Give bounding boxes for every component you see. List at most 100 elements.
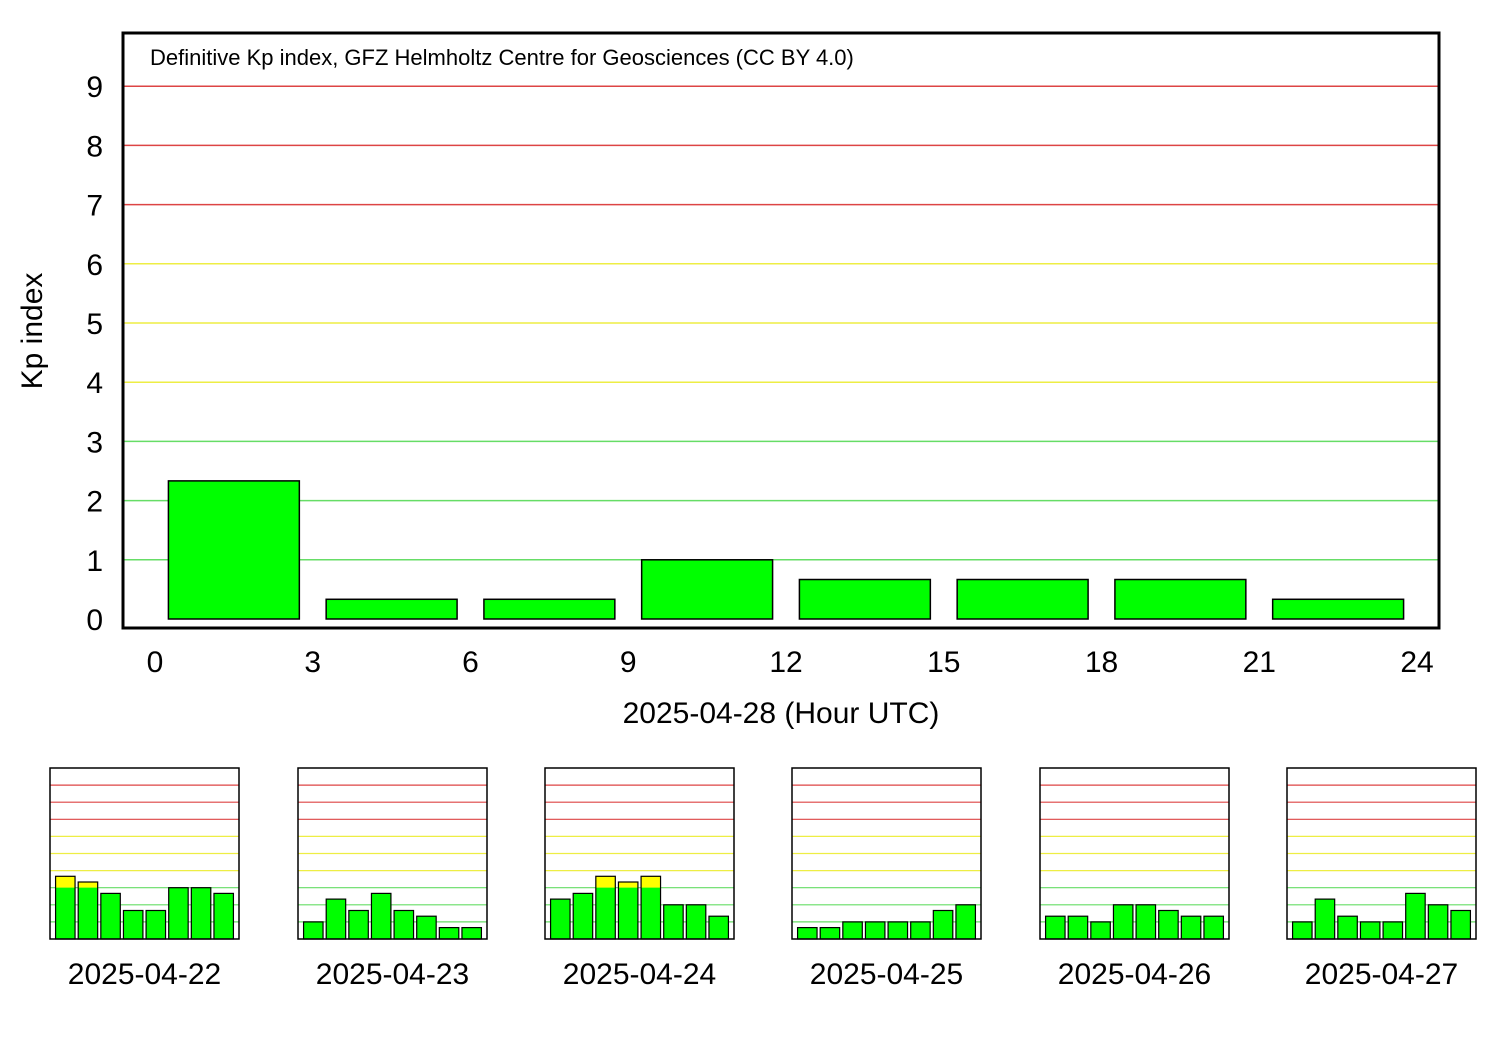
x-axis-ticks: 0 3 6 9 12 15 18 21 24 bbox=[147, 646, 1434, 679]
mini-bar-active-part bbox=[641, 876, 661, 888]
mini-bar bbox=[819, 926, 841, 940]
mini-bar bbox=[864, 921, 886, 940]
mini-bar-active-part bbox=[55, 876, 76, 888]
kp-bar bbox=[640, 559, 774, 620]
mini-bar bbox=[1112, 904, 1134, 940]
mini-bar bbox=[416, 915, 437, 940]
mini-chart-date-label: 2025-04-25 bbox=[810, 958, 963, 991]
mini-bar bbox=[213, 892, 235, 940]
mini-bar bbox=[302, 921, 324, 940]
mini-plot-frame bbox=[49, 767, 240, 940]
kp-bar bbox=[483, 598, 616, 620]
mini-chart-2025-04-26: 2025-04-26 bbox=[1039, 767, 1230, 991]
mini-bar bbox=[122, 909, 144, 940]
mini-bar-active-part bbox=[78, 882, 98, 888]
mini-plot-frame bbox=[297, 767, 488, 940]
mini-plot-frame bbox=[544, 767, 735, 940]
mini-chart-date-label: 2025-04-26 bbox=[1058, 958, 1211, 991]
mini-bar bbox=[325, 898, 347, 940]
mini-bar bbox=[438, 926, 460, 940]
mini-bar bbox=[1291, 921, 1313, 940]
mini-bar bbox=[1405, 892, 1426, 940]
mini-bar-quiet-part bbox=[641, 887, 661, 939]
x-tick-label: 9 bbox=[620, 646, 637, 679]
mini-bar-quiet-part bbox=[618, 887, 638, 939]
mini-plot-frame bbox=[791, 767, 982, 940]
mini-bar bbox=[348, 909, 369, 940]
x-tick-label: 12 bbox=[769, 646, 802, 679]
mini-bar bbox=[842, 921, 863, 940]
mini-bar bbox=[932, 909, 954, 940]
mini-bar bbox=[685, 904, 707, 940]
x-tick-label: 15 bbox=[927, 646, 960, 679]
mini-bar bbox=[910, 921, 931, 940]
mini-bar bbox=[708, 915, 730, 940]
mini-bar bbox=[461, 926, 483, 940]
mini-bar bbox=[955, 904, 977, 940]
mini-bar bbox=[145, 909, 167, 940]
mini-bar-active-part bbox=[618, 882, 638, 888]
mini-bar bbox=[887, 921, 909, 940]
mini-bar bbox=[1337, 915, 1358, 940]
y-axis-ticks: 0 1 2 3 4 5 6 7 8 9 bbox=[86, 71, 103, 637]
mini-chart-2025-04-23: 2025-04-23 bbox=[297, 767, 488, 991]
mini-bar bbox=[1382, 921, 1404, 940]
mini-bar-quiet-part bbox=[595, 887, 616, 939]
mini-bar bbox=[1450, 909, 1472, 940]
mini-bar bbox=[190, 887, 212, 940]
mini-bar bbox=[370, 892, 392, 940]
mini-bar-active-part bbox=[595, 876, 616, 888]
mini-chart-2025-04-25: 2025-04-25 bbox=[791, 767, 982, 991]
kp-bar bbox=[1114, 578, 1247, 620]
main-bars bbox=[167, 480, 1405, 620]
y-tick-label: 5 bbox=[86, 308, 103, 341]
mini-bar-quiet-part bbox=[55, 887, 76, 939]
mini-chart-2025-04-22: 2025-04-22 bbox=[49, 767, 240, 991]
kp-bar bbox=[167, 480, 301, 620]
mini-bar bbox=[1158, 909, 1179, 940]
mini-chart-date-label: 2025-04-23 bbox=[316, 958, 469, 991]
mini-bar bbox=[168, 887, 189, 940]
mini-bar bbox=[796, 926, 818, 940]
mini-plot-frame bbox=[1286, 767, 1477, 940]
mini-chart-2025-04-24: 2025-04-24 bbox=[544, 767, 735, 991]
mini-bar bbox=[1044, 915, 1066, 940]
mini-chart-date-label: 2025-04-22 bbox=[68, 958, 221, 991]
y-tick-label: 1 bbox=[86, 545, 103, 578]
y-tick-label: 6 bbox=[86, 249, 103, 282]
x-tick-label: 21 bbox=[1243, 646, 1276, 679]
main-grid bbox=[123, 85, 1439, 561]
x-tick-label: 0 bbox=[147, 646, 164, 679]
mini-bar bbox=[549, 898, 571, 940]
mini-bar bbox=[1180, 915, 1202, 940]
kp-bar bbox=[956, 578, 1089, 620]
y-tick-label: 2 bbox=[86, 486, 103, 519]
y-tick-label: 9 bbox=[86, 71, 103, 104]
mini-bar bbox=[100, 892, 121, 940]
x-tick-label: 18 bbox=[1085, 646, 1118, 679]
y-tick-label: 8 bbox=[86, 130, 103, 163]
mini-bar bbox=[1427, 904, 1449, 940]
x-tick-label: 6 bbox=[462, 646, 479, 679]
mini-chart-date-label: 2025-04-24 bbox=[563, 958, 716, 991]
y-tick-label: 3 bbox=[86, 426, 103, 459]
x-tick-label: 24 bbox=[1400, 646, 1433, 679]
kp-bar bbox=[1271, 598, 1405, 620]
mini-bar bbox=[1359, 921, 1381, 940]
x-axis-label: 2025-04-28 (Hour UTC) bbox=[623, 697, 940, 730]
kp-bar bbox=[325, 598, 458, 620]
y-axis-label: Kp index bbox=[16, 273, 49, 390]
main-plot-frame bbox=[121, 31, 1441, 630]
mini-bar bbox=[572, 892, 594, 940]
kp-bar bbox=[798, 578, 932, 620]
previous-days-charts: 2025-04-22 2025-04-23 2025-04-24 2025-04-25… bbox=[49, 767, 1477, 991]
y-tick-label: 4 bbox=[86, 367, 103, 400]
x-tick-label: 3 bbox=[304, 646, 321, 679]
mini-bar bbox=[1067, 915, 1089, 940]
mini-bar bbox=[1135, 904, 1157, 940]
chart-annotation: Definitive Kp index, GFZ Helmholtz Centr… bbox=[150, 45, 854, 70]
y-tick-label: 0 bbox=[86, 604, 103, 637]
mini-bar bbox=[393, 909, 415, 940]
mini-plot-frame bbox=[1039, 767, 1230, 940]
